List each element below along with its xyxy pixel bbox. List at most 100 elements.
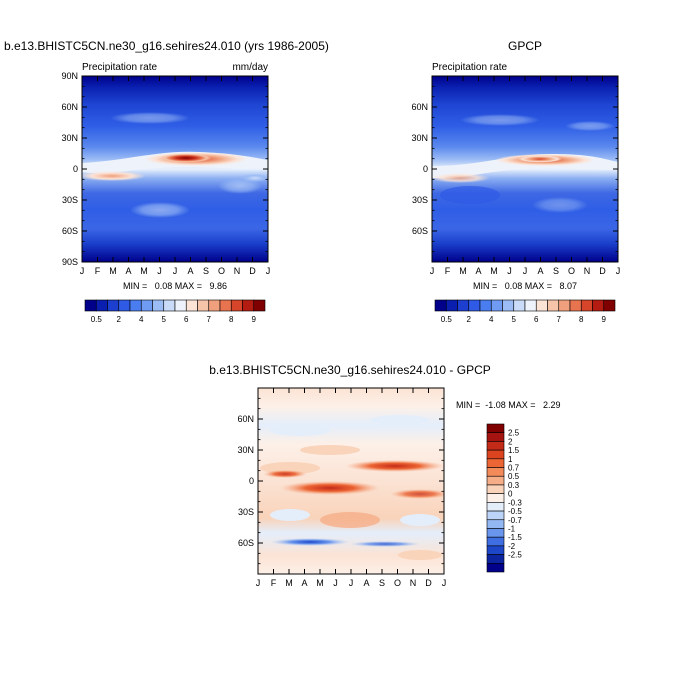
colorbar-box (486, 562, 505, 573)
y-tick-label: 0 (423, 164, 428, 174)
x-tick-label: A (187, 266, 193, 276)
colorbar-box (219, 299, 232, 312)
colorbar-tick-label: 4 (489, 315, 494, 324)
y-tick-label: 30S (62, 195, 78, 205)
colorbar-box (486, 528, 505, 538)
colorbar-box (468, 299, 481, 312)
x-tick-label: S (203, 266, 209, 276)
colorbar-box (486, 502, 505, 512)
colorbar-box (486, 519, 505, 529)
colorbar-tick-label: 0.3 (508, 481, 520, 490)
panel-diff-title: b.e13.BHISTC5CN.ne30_g16.sehires24.010 -… (209, 363, 491, 377)
colorbar-box (174, 299, 187, 312)
x-tick-label: N (410, 578, 417, 588)
panel-model-peak (160, 153, 212, 163)
x-tick-label: M (316, 578, 324, 588)
y-tick-label: 0 (73, 164, 78, 174)
colorbar-tick-label: -0.3 (508, 498, 522, 507)
x-tick-label: S (379, 578, 385, 588)
colorbar-tick-label: 2.5 (508, 429, 520, 438)
x-tick-label: F (95, 266, 101, 276)
colorbar-box (486, 510, 505, 521)
colorbar-tick-label: 1 (508, 455, 513, 464)
colorbar-tick-label: -2 (508, 542, 516, 551)
x-tick-label: O (218, 266, 225, 276)
x-tick-label: D (425, 578, 432, 588)
colorbar-box (107, 299, 120, 312)
panel-obs-title: GPCP (508, 39, 542, 53)
colorbar-tick-label: 9 (602, 315, 607, 324)
panel-model-title: b.e13.BHISTC5CN.ne30_g16.sehires24.010 (… (4, 39, 329, 53)
colorbar-tick-label: 1.5 (508, 446, 520, 455)
x-tick-label: J (523, 266, 528, 276)
x-tick-label: J (430, 266, 435, 276)
colorbar-box (152, 299, 165, 312)
x-tick-label: J (616, 266, 621, 276)
colorbar-tick-label: 5 (162, 315, 167, 324)
panel-obs-south-branch (432, 173, 490, 183)
colorbar-box (163, 299, 176, 312)
colorbar-box (486, 467, 505, 477)
colorbar-box (580, 299, 593, 312)
colorbar-box (486, 432, 505, 442)
colorbar-box (592, 299, 605, 312)
colorbar-box (95, 299, 108, 312)
colorbar-tick-label: 8 (229, 315, 234, 324)
colorbar-box (197, 299, 210, 312)
x-tick-label: M (109, 266, 117, 276)
x-tick-label: A (537, 266, 543, 276)
y-tick-label: 60S (238, 538, 254, 548)
panel-obs-colorbar: 0.5 2 4 5 6 7 8 9 (434, 299, 616, 324)
panel-diff-north-band (345, 460, 444, 472)
colorbar-box (242, 299, 255, 312)
y-tick-label: 60N (61, 102, 78, 112)
panel-model-stats: MIN = 0.08 MAX = 9.86 (123, 281, 227, 291)
panel-diff: b.e13.BHISTC5CN.ne30_g16.sehires24.010 -… (209, 363, 560, 588)
colorbar-box (524, 299, 537, 312)
colorbar-tick-label: 9 (252, 315, 257, 324)
colorbar-box (486, 545, 505, 555)
colorbar-box (513, 299, 526, 312)
x-tick-label: D (599, 266, 606, 276)
colorbar-box (603, 299, 616, 312)
y-tick-label: 60N (411, 102, 428, 112)
x-tick-label: A (475, 266, 481, 276)
colorbar-tick-label: 6 (534, 315, 539, 324)
colorbar-box (208, 299, 221, 312)
colorbar-tick-label: 6 (184, 315, 189, 324)
colorbar-tick-label: -0.7 (508, 516, 522, 525)
colorbar-box (569, 299, 582, 312)
colorbar-tick-label: 0.5 (508, 472, 520, 481)
colorbar-tick-label: 5 (512, 315, 517, 324)
colorbar-box (434, 299, 447, 312)
y-tick-label: 60N (237, 414, 254, 424)
colorbar-box (457, 299, 470, 312)
x-tick-label: M (285, 578, 293, 588)
panel-diff-field (258, 388, 444, 574)
colorbar-box (445, 299, 458, 312)
x-tick-label: J (507, 266, 512, 276)
colorbar-box (486, 554, 505, 564)
x-tick-label: A (301, 578, 307, 588)
colorbar-box (535, 299, 548, 312)
x-tick-label: J (442, 578, 447, 588)
colorbar-tick-label: 2 (117, 315, 122, 324)
panel-model-subtitle-right: mm/day (232, 62, 268, 73)
x-tick-label: F (271, 578, 277, 588)
colorbar-tick-label: 0 (508, 490, 513, 499)
x-tick-label: J (333, 578, 338, 588)
x-tick-label: M (140, 266, 148, 276)
panel-diff-stats: MIN = -1.08 MAX = 2.29 (456, 400, 561, 410)
x-tick-label: J (157, 266, 162, 276)
colorbar-box (185, 299, 198, 312)
colorbar-box (486, 441, 505, 451)
panel-model-subtitle-left: Precipitation rate (82, 62, 157, 73)
panel-obs-subtitle-left: Precipitation rate (432, 62, 507, 73)
y-tick-label: 30N (237, 445, 254, 455)
colorbar-box (486, 484, 505, 494)
colorbar-box (84, 299, 97, 312)
